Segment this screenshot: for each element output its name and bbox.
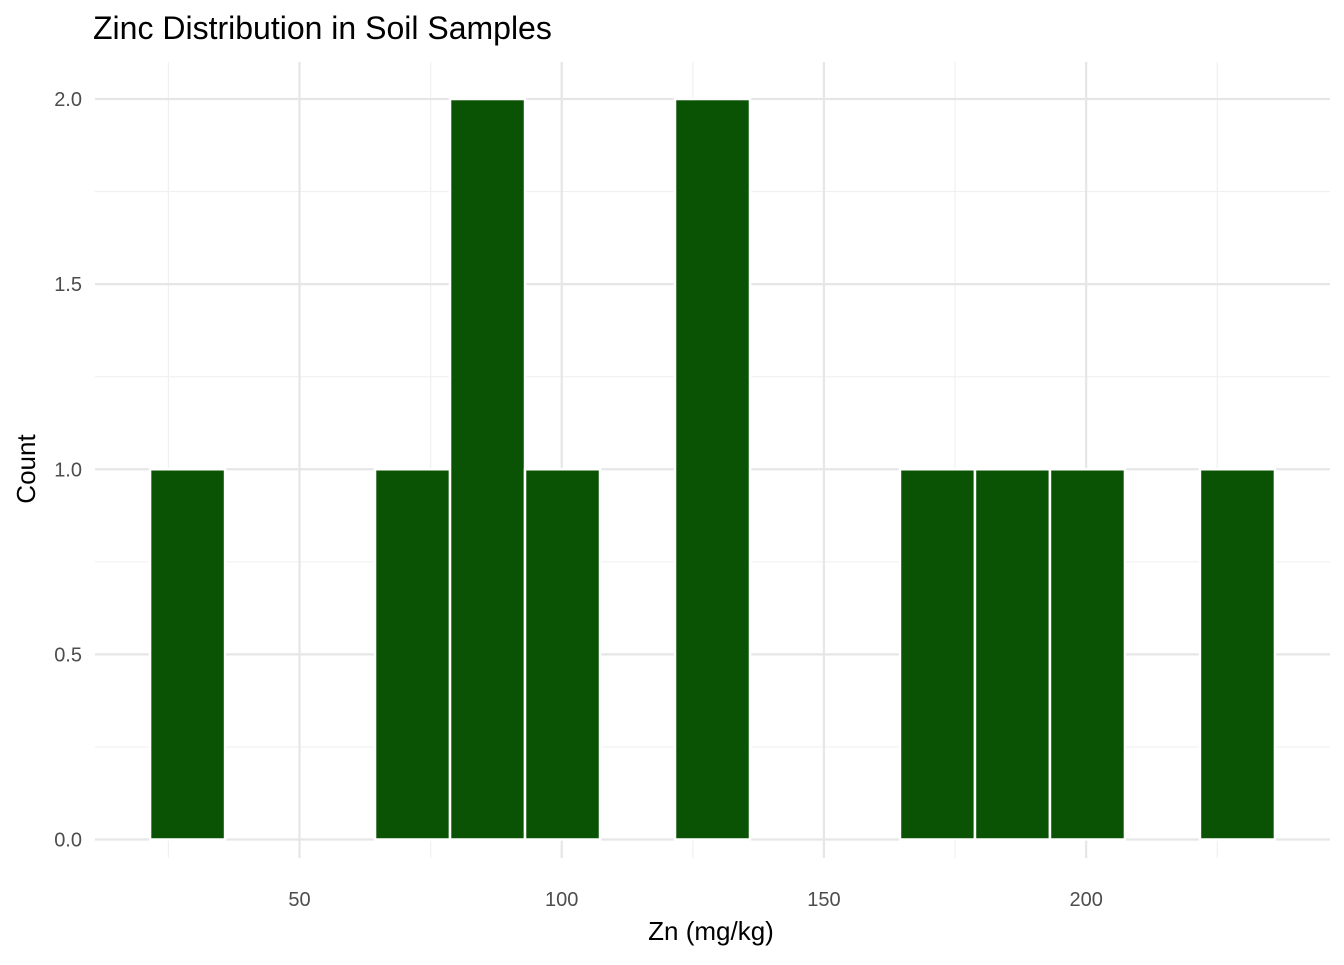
histogram-bar: [448, 97, 527, 841]
x-tick-label: 50: [288, 889, 310, 911]
x-tick-label: 100: [545, 889, 578, 911]
histogram-bar: [523, 468, 602, 841]
x-tick-label: 150: [807, 889, 840, 911]
x-tick-label: 200: [1069, 889, 1102, 911]
y-axis-title: Count: [11, 434, 41, 504]
histogram-bar: [373, 468, 452, 841]
histogram-bar: [898, 468, 977, 841]
histogram-bar: [1048, 468, 1127, 841]
x-axis-title: Zn (mg/kg): [648, 916, 774, 946]
tick-labels: 50 100 150 200 0.0 0.5 1.0 1.5 2.0: [54, 89, 1103, 911]
y-tick-label: 2.0: [54, 89, 82, 111]
histogram-bar: [973, 468, 1052, 841]
y-tick-label: 0.0: [54, 829, 82, 851]
histogram-bar: [1198, 468, 1277, 841]
histogram-bar: [148, 468, 227, 841]
y-tick-label: 0.5: [54, 644, 82, 666]
histogram-bars: [148, 97, 1277, 841]
y-tick-label: 1.5: [54, 274, 82, 296]
histogram-bar: [673, 97, 752, 841]
y-tick-label: 1.0: [54, 459, 82, 481]
chart-title: Zinc Distribution in Soil Samples: [93, 10, 552, 46]
